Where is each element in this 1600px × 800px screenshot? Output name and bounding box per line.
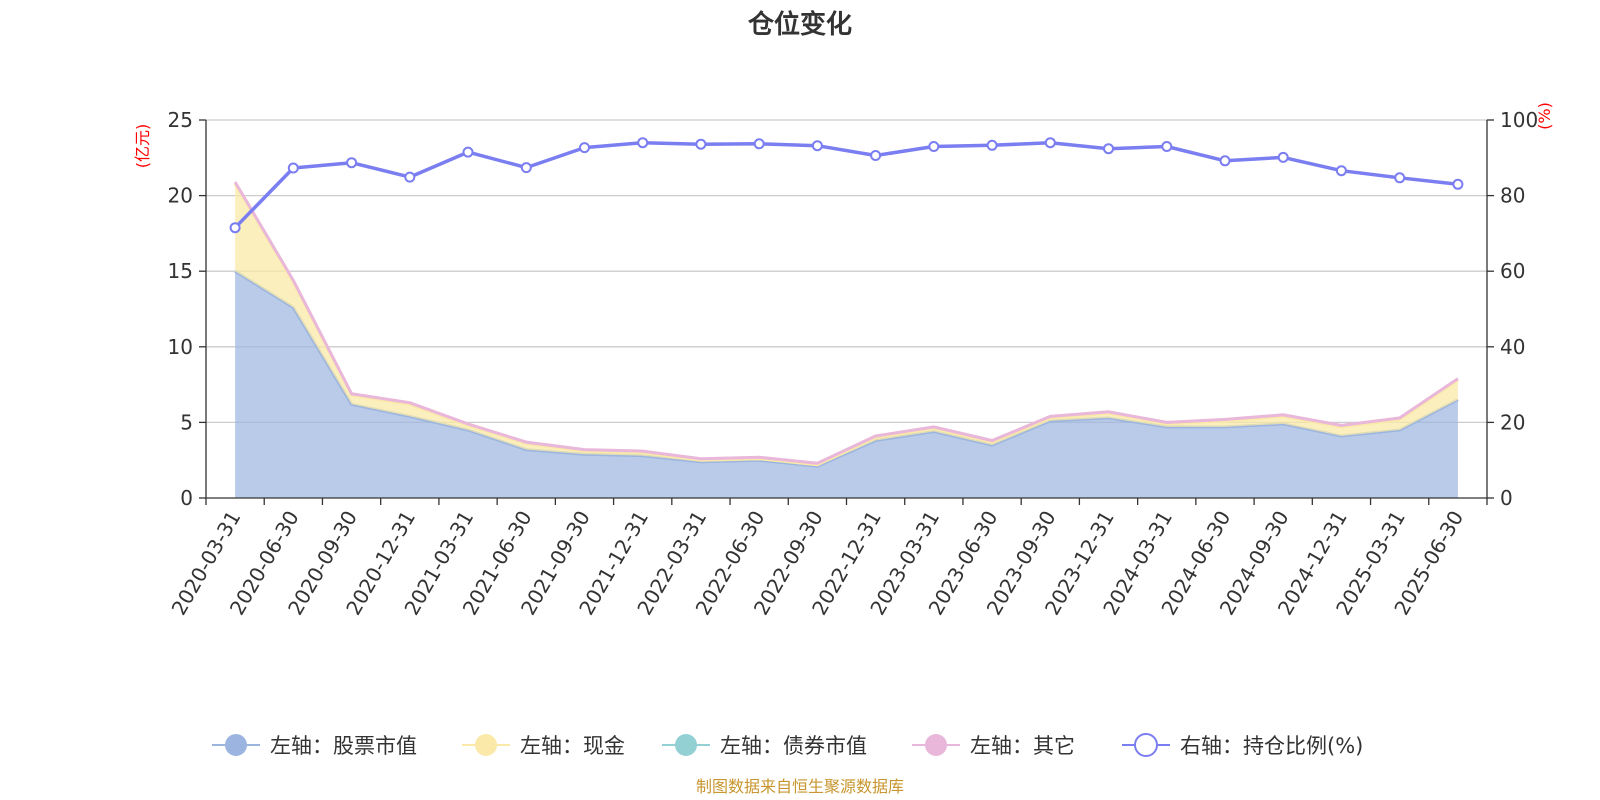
legend-label: 左轴：股票市值 [270, 734, 417, 758]
legend-label: 右轴：持仓比例(%) [1180, 734, 1363, 758]
ratio-point [870, 150, 882, 161]
left-axis-tick-label: 10 [168, 335, 193, 359]
grid-lines [206, 119, 1487, 424]
left-axis-tick-label: 15 [168, 259, 193, 283]
legend-marker-circle [675, 734, 697, 756]
legend-label: 左轴：现金 [520, 734, 625, 758]
ratio-point [404, 171, 416, 183]
ratio-point [928, 141, 940, 152]
ratio-point [229, 222, 241, 234]
right-axis-tick-label: 20 [1500, 410, 1525, 434]
ratio-point [1335, 165, 1347, 177]
ratio-point [1452, 178, 1464, 190]
ratio-point [1394, 172, 1406, 184]
area-0 [235, 271, 1458, 498]
ratio-point [346, 157, 358, 169]
ratio-point [520, 162, 532, 174]
right-axis-tick-label: 100 [1500, 108, 1538, 132]
chart-title: 仓位变化 [747, 9, 852, 40]
ratio-point [637, 137, 649, 149]
data-source-note: 制图数据来自恒生聚源数据库 [696, 777, 904, 796]
left-axis-tick-label: 0 [180, 486, 193, 510]
right-axis-tick-label: 40 [1500, 335, 1525, 359]
stacked-areas [233, 181, 1459, 498]
legend-marker-circle [1134, 733, 1158, 757]
right-axis-tick-label: 80 [1500, 184, 1525, 208]
legend: 左轴：股票市值 左轴：现金 左轴：债券市值 左轴：其它 右轴：持仓比例(%) [212, 733, 1363, 758]
left-axis-tick-label: 20 [168, 184, 193, 208]
area-edge-3 [233, 181, 1459, 465]
ratio-point [695, 138, 707, 150]
ratio-point [1219, 155, 1231, 167]
ratio-line [229, 137, 1464, 234]
ratio-point [1103, 143, 1114, 155]
legend-label: 左轴：其它 [970, 734, 1075, 758]
ratio-point [753, 138, 765, 150]
ratio-point [462, 146, 474, 158]
ratio-point [579, 142, 590, 154]
legend-marker-circle [925, 734, 947, 756]
ratio-line-path [233, 140, 1459, 229]
right-axis-tick-label: 60 [1500, 259, 1525, 283]
left-axis-tick-label: 25 [168, 108, 193, 132]
left-axis-unit: (亿元) [133, 124, 152, 169]
legend-label: 左轴：债券市值 [720, 734, 867, 758]
legend-marker-circle [225, 734, 247, 756]
legend-marker-circle [475, 734, 497, 756]
ratio-point [986, 139, 998, 151]
ratio-point [287, 162, 299, 174]
ratio-point [1277, 151, 1289, 163]
right-axis-unit: (%) [1535, 102, 1554, 130]
ratio-point [811, 140, 823, 152]
right-axis-tick-label: 0 [1500, 486, 1513, 510]
axes: 05101520250204060801002020-03-312020-06-… [167, 108, 1539, 619]
left-axis-tick-label: 5 [180, 410, 193, 434]
ratio-point [1044, 137, 1056, 149]
ratio-point [1161, 141, 1173, 152]
